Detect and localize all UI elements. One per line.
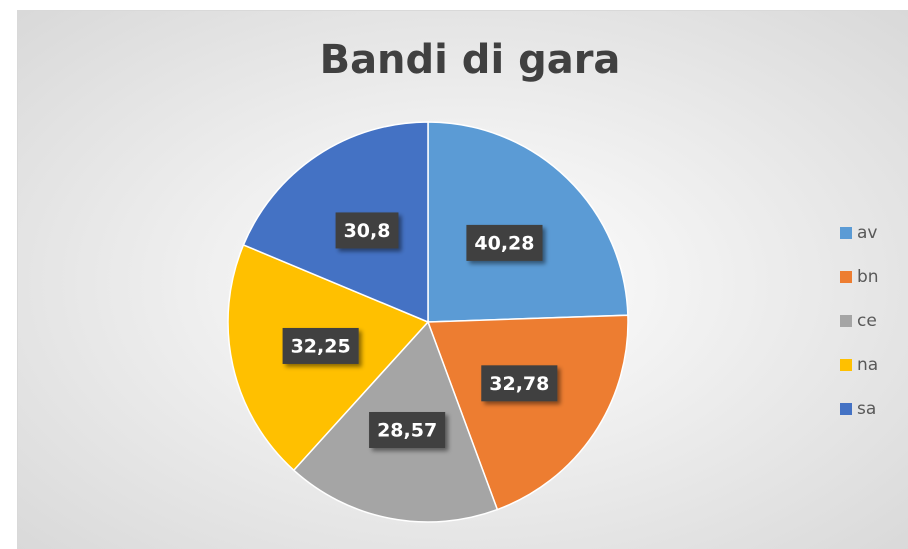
data-label-box bbox=[481, 365, 558, 402]
data-label-text: 28,57 bbox=[377, 420, 437, 442]
data-label-box bbox=[335, 212, 399, 249]
data-label: 40,28 bbox=[466, 224, 543, 261]
data-label: 30,8 bbox=[335, 212, 399, 249]
legend-swatch bbox=[840, 227, 852, 239]
data-label-box bbox=[369, 412, 446, 449]
chart-title: Bandi di gara bbox=[320, 37, 621, 83]
legend-label: ce bbox=[857, 311, 877, 331]
legend-label: bn bbox=[857, 267, 879, 287]
legend-swatch bbox=[840, 403, 852, 415]
data-label-box bbox=[466, 224, 543, 261]
legend-label: av bbox=[857, 223, 877, 243]
legend-label: sa bbox=[857, 399, 876, 419]
legend-swatch bbox=[840, 315, 852, 327]
legend-swatch bbox=[840, 271, 852, 283]
pie-slice bbox=[427, 121, 629, 323]
data-label-text: 32,25 bbox=[291, 335, 351, 357]
data-label: 28,57 bbox=[369, 412, 446, 449]
data-label-text: 32,78 bbox=[489, 373, 549, 395]
data-label-text: 30,8 bbox=[344, 220, 391, 242]
legend-label: na bbox=[857, 355, 878, 375]
data-label: 32,78 bbox=[481, 365, 558, 402]
data-label-text: 40,28 bbox=[474, 232, 534, 254]
legend-swatch bbox=[840, 359, 852, 371]
data-label-box bbox=[282, 327, 359, 364]
pie-slice bbox=[426, 314, 629, 511]
data-label: 32,25 bbox=[282, 327, 359, 364]
